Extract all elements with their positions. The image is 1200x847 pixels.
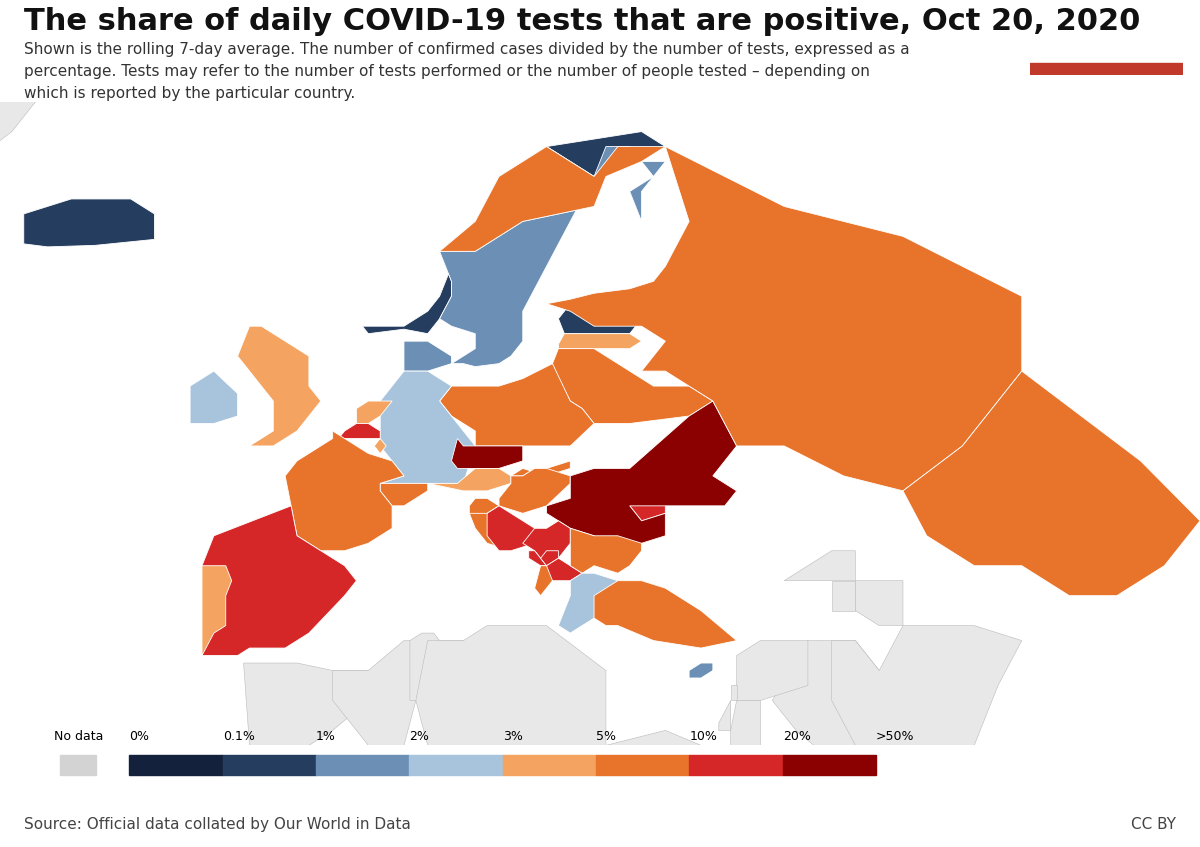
Polygon shape — [380, 371, 475, 484]
Text: >50%: >50% — [876, 730, 914, 743]
Polygon shape — [416, 626, 606, 745]
Polygon shape — [356, 401, 392, 424]
Polygon shape — [558, 299, 642, 334]
Polygon shape — [731, 700, 761, 761]
Polygon shape — [535, 566, 552, 595]
Polygon shape — [529, 551, 546, 566]
Bar — [689, 756, 782, 775]
Polygon shape — [439, 147, 665, 304]
Polygon shape — [469, 506, 535, 551]
Polygon shape — [439, 147, 594, 367]
Polygon shape — [552, 349, 618, 386]
Text: Shown is the rolling 7-day average. The number of confirmed cases divided by the: Shown is the rolling 7-day average. The … — [24, 42, 910, 101]
Text: 5%: 5% — [596, 730, 616, 743]
Bar — [130, 756, 223, 775]
Polygon shape — [737, 640, 808, 700]
Polygon shape — [719, 700, 731, 730]
Polygon shape — [499, 468, 570, 513]
Polygon shape — [737, 745, 902, 847]
Polygon shape — [832, 626, 1021, 775]
Polygon shape — [487, 506, 535, 551]
Polygon shape — [594, 581, 737, 648]
Polygon shape — [286, 431, 404, 551]
Polygon shape — [540, 551, 558, 566]
Text: 0.1%: 0.1% — [223, 730, 254, 743]
Polygon shape — [24, 199, 155, 246]
Polygon shape — [244, 663, 368, 761]
Bar — [503, 756, 596, 775]
Polygon shape — [404, 341, 451, 371]
Text: 1%: 1% — [316, 730, 336, 743]
Text: Our World: Our World — [1067, 26, 1146, 41]
Polygon shape — [427, 468, 511, 491]
Polygon shape — [238, 326, 320, 446]
Bar — [316, 756, 409, 775]
Polygon shape — [451, 439, 523, 468]
Bar — [1030, 63, 1183, 75]
Bar — [60, 756, 96, 775]
Polygon shape — [202, 506, 356, 656]
Polygon shape — [630, 468, 665, 521]
Polygon shape — [856, 581, 902, 626]
Polygon shape — [731, 685, 737, 700]
Bar — [223, 756, 316, 775]
Bar — [409, 756, 503, 775]
Text: 2%: 2% — [409, 730, 430, 743]
Polygon shape — [439, 147, 1021, 491]
Polygon shape — [773, 640, 880, 761]
Polygon shape — [552, 349, 713, 424]
Polygon shape — [546, 401, 737, 551]
Polygon shape — [332, 640, 463, 745]
Polygon shape — [546, 468, 665, 551]
Polygon shape — [374, 439, 386, 453]
Text: 20%: 20% — [782, 730, 810, 743]
Text: The share of daily COVID-19 tests that are positive, Oct 20, 2020: The share of daily COVID-19 tests that a… — [24, 7, 1140, 36]
Bar — [782, 756, 876, 775]
Polygon shape — [439, 363, 594, 446]
Polygon shape — [558, 573, 618, 633]
Bar — [596, 756, 689, 775]
Polygon shape — [784, 551, 856, 581]
Polygon shape — [511, 461, 570, 476]
Polygon shape — [570, 529, 642, 573]
Text: 0%: 0% — [130, 730, 149, 743]
Polygon shape — [410, 633, 439, 700]
Text: 10%: 10% — [689, 730, 718, 743]
Polygon shape — [380, 484, 427, 506]
Polygon shape — [338, 424, 380, 439]
Polygon shape — [202, 566, 232, 656]
Polygon shape — [546, 558, 582, 581]
Polygon shape — [606, 730, 713, 847]
Text: No data: No data — [54, 730, 103, 743]
Polygon shape — [832, 581, 856, 611]
Polygon shape — [362, 131, 665, 334]
Text: in Data: in Data — [1078, 45, 1135, 58]
Polygon shape — [689, 663, 713, 678]
Polygon shape — [190, 371, 238, 424]
Polygon shape — [469, 498, 499, 521]
Polygon shape — [0, 0, 71, 296]
Polygon shape — [902, 371, 1200, 595]
Polygon shape — [558, 334, 642, 349]
Text: Source: Official data collated by Our World in Data: Source: Official data collated by Our Wo… — [24, 817, 410, 832]
Text: CC BY: CC BY — [1132, 817, 1176, 832]
Polygon shape — [523, 521, 570, 566]
Text: 3%: 3% — [503, 730, 522, 743]
